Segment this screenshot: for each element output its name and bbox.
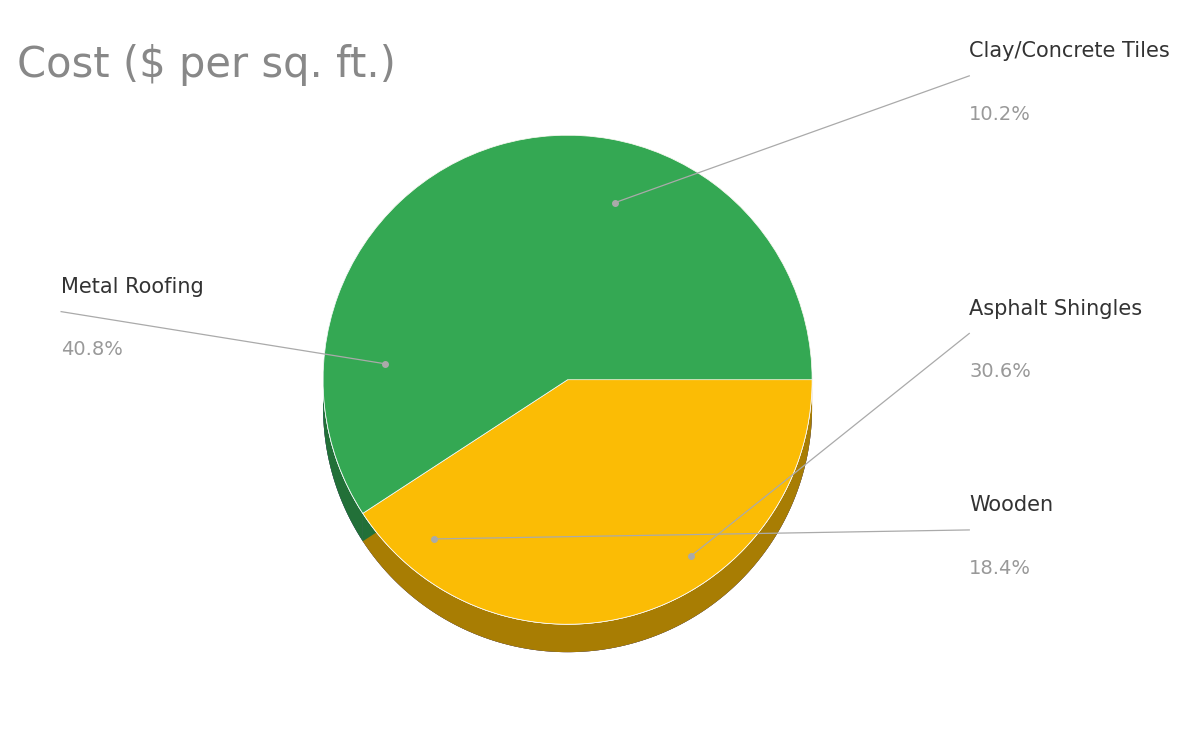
Wedge shape xyxy=(362,135,812,624)
Polygon shape xyxy=(323,384,362,541)
Polygon shape xyxy=(362,383,812,652)
Text: Wooden: Wooden xyxy=(970,495,1054,515)
Wedge shape xyxy=(323,234,812,624)
Text: 40.8%: 40.8% xyxy=(61,341,122,359)
Polygon shape xyxy=(323,383,812,652)
Text: Metal Roofing: Metal Roofing xyxy=(61,277,204,297)
Text: 10.2%: 10.2% xyxy=(970,105,1031,124)
Text: Clay/Concrete Tiles: Clay/Concrete Tiles xyxy=(970,41,1170,61)
Polygon shape xyxy=(362,380,568,541)
Text: 30.6%: 30.6% xyxy=(970,362,1031,381)
Text: Asphalt Shingles: Asphalt Shingles xyxy=(970,298,1142,318)
Polygon shape xyxy=(323,385,812,652)
Wedge shape xyxy=(323,135,812,624)
Text: 18.4%: 18.4% xyxy=(970,559,1031,578)
Wedge shape xyxy=(323,135,812,513)
Polygon shape xyxy=(362,380,568,541)
Text: Cost ($ per sq. ft.): Cost ($ per sq. ft.) xyxy=(18,44,396,85)
